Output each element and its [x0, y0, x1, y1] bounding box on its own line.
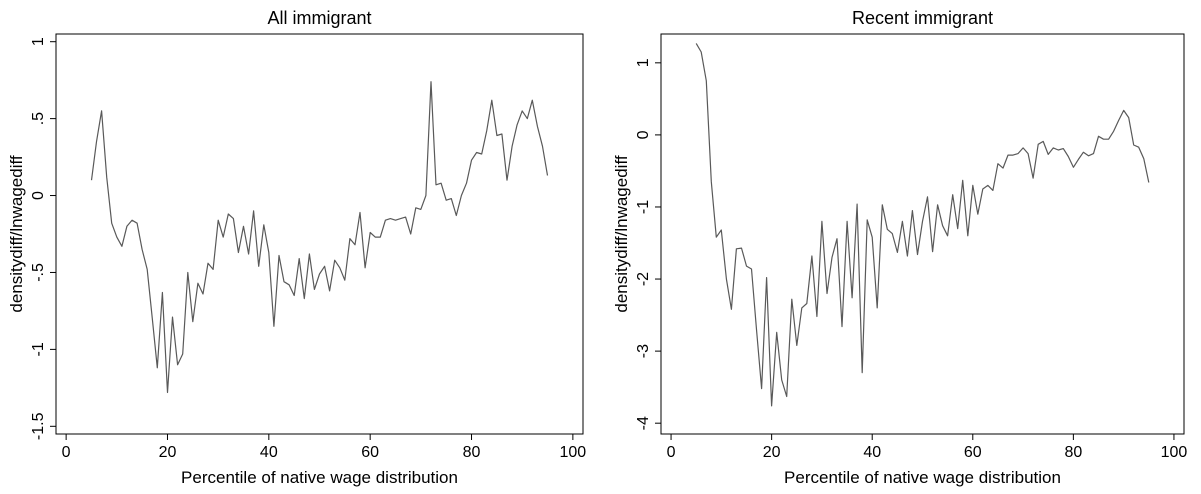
y-axis-label: densitydiff/lnwagediff — [7, 155, 26, 312]
y-tick-label: 0 — [635, 130, 652, 139]
panel-1: All immigrant 0 20 40 60 80 100 -1.5 -1 -.5 0 .5 1 Pe… — [7, 8, 586, 487]
x-tick-label: 80 — [1064, 444, 1082, 461]
y-axis-label: densitydiff/lnwagediff — [612, 155, 631, 312]
y-tick-label: .5 — [30, 112, 47, 125]
series-line — [695, 43, 1150, 407]
y-tick-label: 0 — [30, 191, 47, 200]
y-tick-label: -1.5 — [30, 412, 47, 440]
x-tick-label: 100 — [1161, 444, 1188, 461]
x-tick-label: 0 — [62, 444, 71, 461]
y-tick-label: 1 — [635, 58, 652, 67]
plot-frame — [55, 33, 584, 435]
x-tick-label: 20 — [763, 444, 781, 461]
panel-title: Recent immigrant — [852, 8, 993, 28]
y-tick-label: -2 — [635, 272, 652, 286]
plot-frame — [660, 33, 1185, 435]
y-tick-label: -3 — [635, 344, 652, 358]
x-tick-label: 40 — [260, 444, 278, 461]
x-tick-label: 60 — [964, 444, 982, 461]
y-tick-label: -1 — [635, 200, 652, 214]
x-axis-label: Percentile of native wage distribution — [784, 468, 1061, 487]
x-tick-label: 100 — [560, 444, 587, 461]
y-tick-label: -.5 — [30, 263, 47, 282]
panel-title: All immigrant — [267, 8, 371, 28]
y-tick-label: 1 — [30, 37, 47, 46]
x-tick-label: 80 — [463, 444, 481, 461]
panel-2: Recent immigrant 0 20 40 60 80 100 -4 -3 -2 -1 0 1 Pe… — [612, 8, 1187, 487]
x-axis-label: Percentile of native wage distribution — [181, 468, 458, 487]
x-tick-label: 20 — [159, 444, 177, 461]
x-tick-label: 40 — [863, 444, 881, 461]
x-tick-label: 60 — [361, 444, 379, 461]
y-tick-label: -1 — [30, 342, 47, 356]
series-line — [90, 81, 549, 394]
y-tick-label: -4 — [635, 416, 652, 430]
x-tick-label: 0 — [667, 444, 676, 461]
